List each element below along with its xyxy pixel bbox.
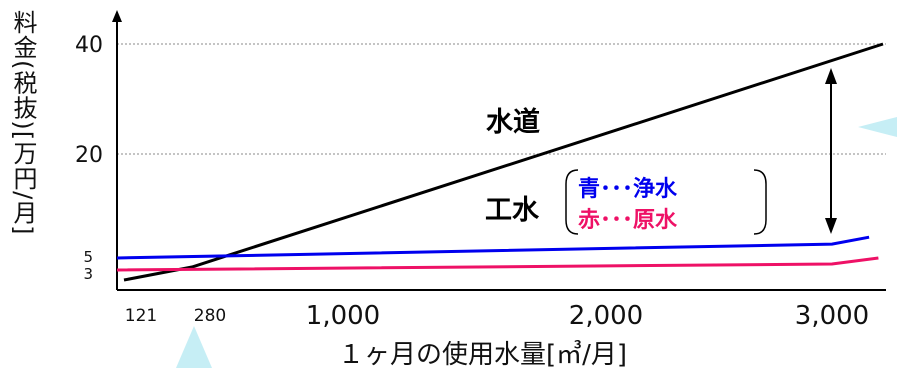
- x-tick-label-280: 280: [194, 306, 226, 326]
- legend-blue-text: 青･･･浄水: [578, 176, 678, 202]
- series-line-jousui: [116, 235, 870, 260]
- series-line-suido: [123, 42, 884, 282]
- legend-bracket-left: [565, 169, 579, 235]
- y-axis-label: 料金(税抜)[万円/月]: [9, 10, 37, 236]
- y-tick-label-5: 5: [83, 248, 93, 266]
- x-tick-label-2000: 2,000: [569, 301, 643, 331]
- y-axis-label-wrap: 料金(税抜)[万円/月]: [6, 10, 40, 300]
- difference-arrow-head-top: [825, 68, 837, 84]
- marker-triangle-bottom: [176, 326, 212, 368]
- label-kousui: 工水: [485, 195, 540, 226]
- legend-bracket-right: [753, 169, 767, 235]
- x-axis-label: １ヶ月の使用水量[㎥/月]: [338, 340, 628, 370]
- x-tick-label-121: 121: [125, 306, 157, 326]
- difference-arrow-head-bottom: [825, 218, 837, 234]
- legend-red-text: 赤･･･原水: [578, 208, 678, 233]
- x-tick-label-3000: 3,000: [795, 301, 869, 331]
- y-tick-label-20: 20: [75, 143, 103, 168]
- y-tick-label-3: 3: [83, 265, 93, 283]
- series-line-gensui: [116, 256, 879, 272]
- y-tick-label-40: 40: [75, 33, 103, 58]
- marker-triangle-right: [858, 117, 897, 137]
- y-axis-arrow: [112, 10, 122, 22]
- label-suido: 水道: [486, 106, 540, 138]
- x-tick-label-1000: 1,000: [306, 301, 380, 331]
